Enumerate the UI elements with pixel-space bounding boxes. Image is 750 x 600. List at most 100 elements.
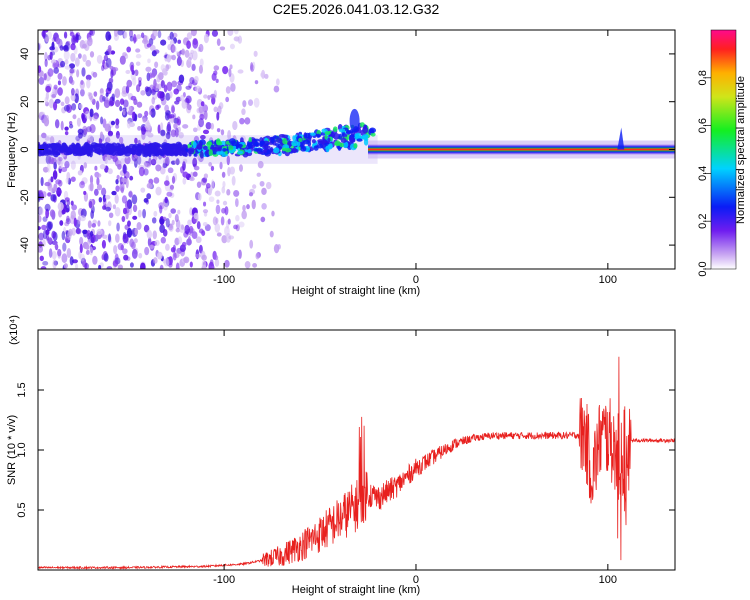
spectrogram-noise-speckle (189, 176, 195, 182)
spectrogram-signal-blob (304, 132, 311, 139)
spectrogram-noise-speckle (99, 88, 104, 94)
spectrogram-noise-speckle (104, 124, 111, 132)
spectrogram-noise-speckle (140, 32, 145, 39)
spectrogram-noise-speckle (70, 160, 76, 170)
spectrogram-noise-speckle (62, 242, 67, 252)
spectrogram-noise-speckle (265, 181, 272, 190)
spectrogram-noise-speckle (174, 237, 180, 246)
spectrogram-noise-speckle (175, 227, 181, 233)
spectrogram-noise-speckle (171, 175, 176, 184)
spectrogram-noise-speckle (77, 53, 82, 59)
spectrogram-noise-speckle (131, 194, 138, 205)
spectrogram-signal-blob (97, 143, 105, 148)
spectrogram-noise-speckle (115, 233, 120, 243)
spectrogram-signal-blob (355, 132, 362, 139)
spectrogram-signal-blob (332, 126, 338, 132)
spectrogram-noise-speckle (89, 182, 94, 192)
spectrogram-noise-speckle (58, 157, 63, 162)
spectrogram-signal-blob (235, 143, 243, 148)
spectrogram-noise-speckle (46, 162, 51, 173)
spectrogram-noise-speckle (210, 165, 215, 171)
spectrogram-noise-speckle (193, 165, 200, 171)
spectrogram-noise-speckle (49, 209, 55, 218)
spectrogram-noise-speckle (95, 100, 100, 111)
spectrogram-noise-speckle (233, 224, 238, 230)
spectrogram-noise-speckle (175, 158, 180, 166)
spectrogram-noise-speckle (89, 51, 95, 58)
spectrogram-noise-speckle (42, 216, 48, 222)
spectrogram-noise-speckle (269, 230, 274, 238)
spectrogram-spike (617, 127, 625, 150)
spectrogram-signal-blob (38, 145, 42, 150)
spectrogram-noise-speckle (83, 162, 88, 169)
spectrogram-noise-speckle (190, 30, 197, 37)
spectrogram-noise-speckle (105, 206, 111, 212)
spectrogram-noise-speckle (99, 94, 104, 103)
spectrogram-noise-speckle (60, 120, 64, 131)
spectrogram-noise-speckle (220, 129, 225, 136)
spectrogram-noise-speckle (104, 194, 111, 200)
spectrogram-noise-speckle (224, 226, 230, 237)
spectrogram-noise-speckle (87, 239, 91, 245)
spectrogram-noise-speckle (164, 104, 170, 113)
spectrogram-noise-speckle (117, 242, 124, 251)
spectrogram-noise-speckle (137, 126, 142, 131)
spectrogram-noise-speckle (64, 126, 69, 131)
spectrogram-noise-speckle (47, 31, 53, 40)
spectrogram-noise-speckle (96, 228, 103, 236)
spectrogram-noise-speckle (89, 30, 94, 36)
spectrogram-noise-speckle (173, 132, 179, 137)
spectrogram-noise-speckle (211, 30, 219, 37)
spectrogram-noise-speckle (126, 120, 131, 129)
spectrogram-signal-blob (255, 148, 259, 152)
snr-x-ticks: -100 0 100 (213, 330, 617, 586)
spectrogram-noise-speckle (59, 45, 64, 51)
spectrogram-noise-speckle (215, 78, 219, 84)
spectrogram-signal-blob (88, 145, 94, 150)
spectrogram-noise-speckle (162, 229, 168, 237)
spectrogram-noise-speckle (191, 63, 196, 72)
spectrogram-x-tick-label: -100 (213, 274, 235, 286)
spectrogram-noise-speckle (221, 235, 228, 244)
spectrogram-noise-speckle (246, 204, 250, 210)
spectrogram-noise-speckle (226, 155, 230, 166)
spectrogram-noise-speckle (142, 208, 147, 219)
spectrogram-signal-blob (228, 138, 236, 145)
spectrogram-noise-speckle (125, 105, 132, 113)
spectrogram-noise-speckle (55, 179, 62, 185)
spectrogram-noise-speckle (117, 30, 124, 36)
spectrogram-noise-speckle (67, 230, 72, 241)
spectrogram-noise-speckle (215, 204, 221, 215)
spectrogram-noise-speckle (173, 123, 178, 129)
spectrogram-noise-speckle (51, 230, 56, 239)
snr-y-tick-label: 1.5 (16, 382, 28, 397)
spectrogram-noise-speckle (74, 263, 79, 269)
chart-title: C2E5.2026.041.03.12.G32 (273, 1, 440, 17)
spectrogram-noise-speckle (85, 249, 90, 255)
spectrogram-noise-speckle (222, 200, 228, 206)
spectrogram-noise-speckle (98, 196, 103, 203)
spectrogram-signal-blob (342, 141, 349, 149)
spectrogram-signal-blob (147, 151, 152, 157)
spectrogram-noise-speckle (76, 117, 81, 127)
spectrogram-signal-blob (328, 143, 333, 149)
spectrogram-signal-blob (187, 148, 195, 155)
spectrogram-signal-blob (272, 147, 280, 154)
spectrogram-noise-speckle (52, 62, 57, 69)
spectrogram-noise-speckle (115, 118, 120, 126)
spectrogram-noise-speckle (150, 73, 156, 78)
spectrogram-noise-speckle (196, 98, 203, 108)
spectrogram-noise-speckle (115, 185, 120, 192)
spectrogram-noise-speckle (174, 100, 180, 105)
spectrogram-noise-speckle (157, 124, 161, 134)
spectrogram-signal-blob (94, 142, 99, 148)
spectrogram-noise-speckle (227, 218, 231, 225)
spectrogram-noise-speckle (69, 256, 74, 266)
spectrogram-noise-speckle (53, 67, 59, 74)
spectrogram-signal-blob (127, 149, 131, 153)
spectrogram-noise-speckle (175, 50, 180, 56)
spectrogram-noise-speckle (44, 181, 51, 187)
spectrogram-noise-speckle (201, 259, 207, 269)
spectrogram-noise-speckle (77, 215, 81, 225)
